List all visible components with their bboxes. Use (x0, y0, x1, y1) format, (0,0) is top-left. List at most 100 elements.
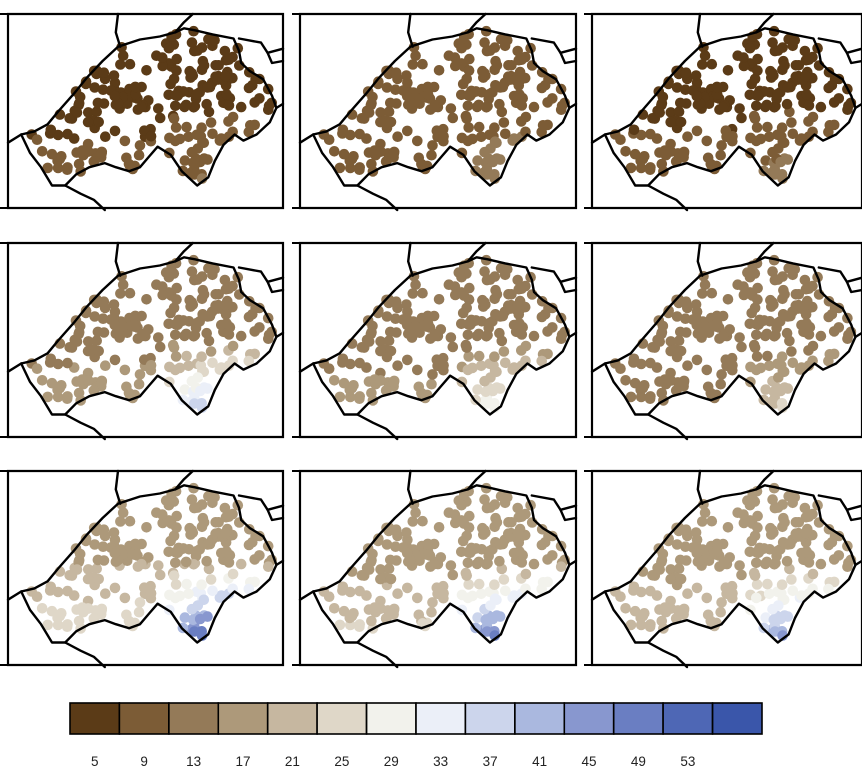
station-point (209, 263, 220, 275)
station-point (506, 517, 517, 528)
station-point (528, 101, 540, 113)
station-point (786, 346, 797, 357)
station-point (243, 355, 255, 367)
station-point (375, 375, 387, 386)
station-point (89, 82, 100, 93)
station-point (823, 82, 834, 94)
station-point (375, 564, 386, 575)
neighbor-border (266, 508, 285, 522)
station-point (481, 274, 493, 286)
station-point (36, 603, 48, 614)
station-point (625, 391, 637, 403)
station-point (92, 97, 104, 109)
station-point (254, 550, 265, 561)
station-point (506, 60, 517, 71)
station-point (366, 158, 377, 170)
station-point (83, 603, 94, 614)
station-point (761, 556, 773, 568)
station-point (749, 530, 761, 542)
station-point (157, 289, 168, 301)
station-point (500, 357, 511, 369)
station-point (223, 557, 235, 568)
colorbar-swatch (612, 702, 664, 735)
station-point (514, 318, 525, 329)
station-point (481, 45, 493, 57)
station-point (375, 146, 387, 157)
neighbor-border (755, 241, 775, 263)
station-point (773, 372, 784, 383)
station-point (767, 266, 778, 277)
station-point (220, 527, 231, 539)
station-point (675, 573, 687, 585)
station-point (366, 387, 377, 399)
station-point (473, 556, 485, 568)
station-point (456, 271, 467, 283)
station-point (422, 538, 434, 550)
station-point (752, 65, 763, 76)
station-point (815, 101, 827, 113)
station-point (82, 116, 94, 128)
station-point (736, 569, 747, 581)
station-point (494, 98, 505, 110)
country-border (20, 484, 278, 644)
station-point (363, 107, 375, 118)
station-point (615, 134, 626, 145)
station-point (736, 112, 747, 124)
station-point (383, 563, 395, 574)
station-point (163, 42, 175, 54)
station-point (738, 517, 750, 529)
neighbor-border (817, 37, 862, 54)
neighbor-border (559, 508, 578, 522)
neighbor-border (590, 590, 607, 601)
colorbar-swatch (415, 702, 467, 735)
station-point (205, 574, 217, 585)
station-point (157, 509, 168, 520)
station-point (438, 360, 449, 371)
colorbar-swatch (316, 702, 368, 735)
station-point (462, 135, 474, 147)
station-point (475, 360, 487, 372)
station-point (130, 89, 141, 100)
station-point (787, 128, 799, 140)
station-point (715, 606, 726, 618)
station-point (388, 377, 400, 388)
station-point (547, 93, 558, 104)
station-point (629, 377, 641, 389)
station-point (502, 34, 513, 46)
neighbor-border (854, 559, 862, 567)
station-point (645, 128, 656, 140)
station-point (528, 330, 540, 342)
station-point (168, 302, 180, 314)
station-point (202, 539, 213, 550)
station-point (42, 619, 53, 631)
station-point (337, 581, 349, 593)
station-point (375, 573, 386, 585)
station-point (473, 121, 485, 133)
station-point (625, 619, 637, 631)
station-point (738, 60, 750, 72)
station-point (334, 162, 346, 174)
station-point (227, 568, 239, 580)
station-point (383, 106, 395, 117)
station-point (219, 45, 231, 57)
station-point (715, 378, 726, 390)
station-point (92, 326, 104, 338)
station-point (223, 100, 235, 111)
station-point (157, 517, 168, 529)
neighbor-border (407, 469, 414, 505)
station-point (744, 42, 756, 54)
station-point (516, 511, 527, 522)
neighbor-border (266, 51, 285, 65)
station-point (71, 564, 83, 575)
neighbor-border (174, 241, 194, 263)
station-point (93, 573, 104, 585)
station-point (489, 579, 500, 590)
station-point (717, 101, 729, 113)
station-point (796, 362, 807, 373)
station-point (154, 569, 166, 581)
station-point (124, 287, 136, 299)
station-point (219, 502, 231, 514)
station-point (706, 287, 718, 299)
station-point (722, 65, 734, 76)
